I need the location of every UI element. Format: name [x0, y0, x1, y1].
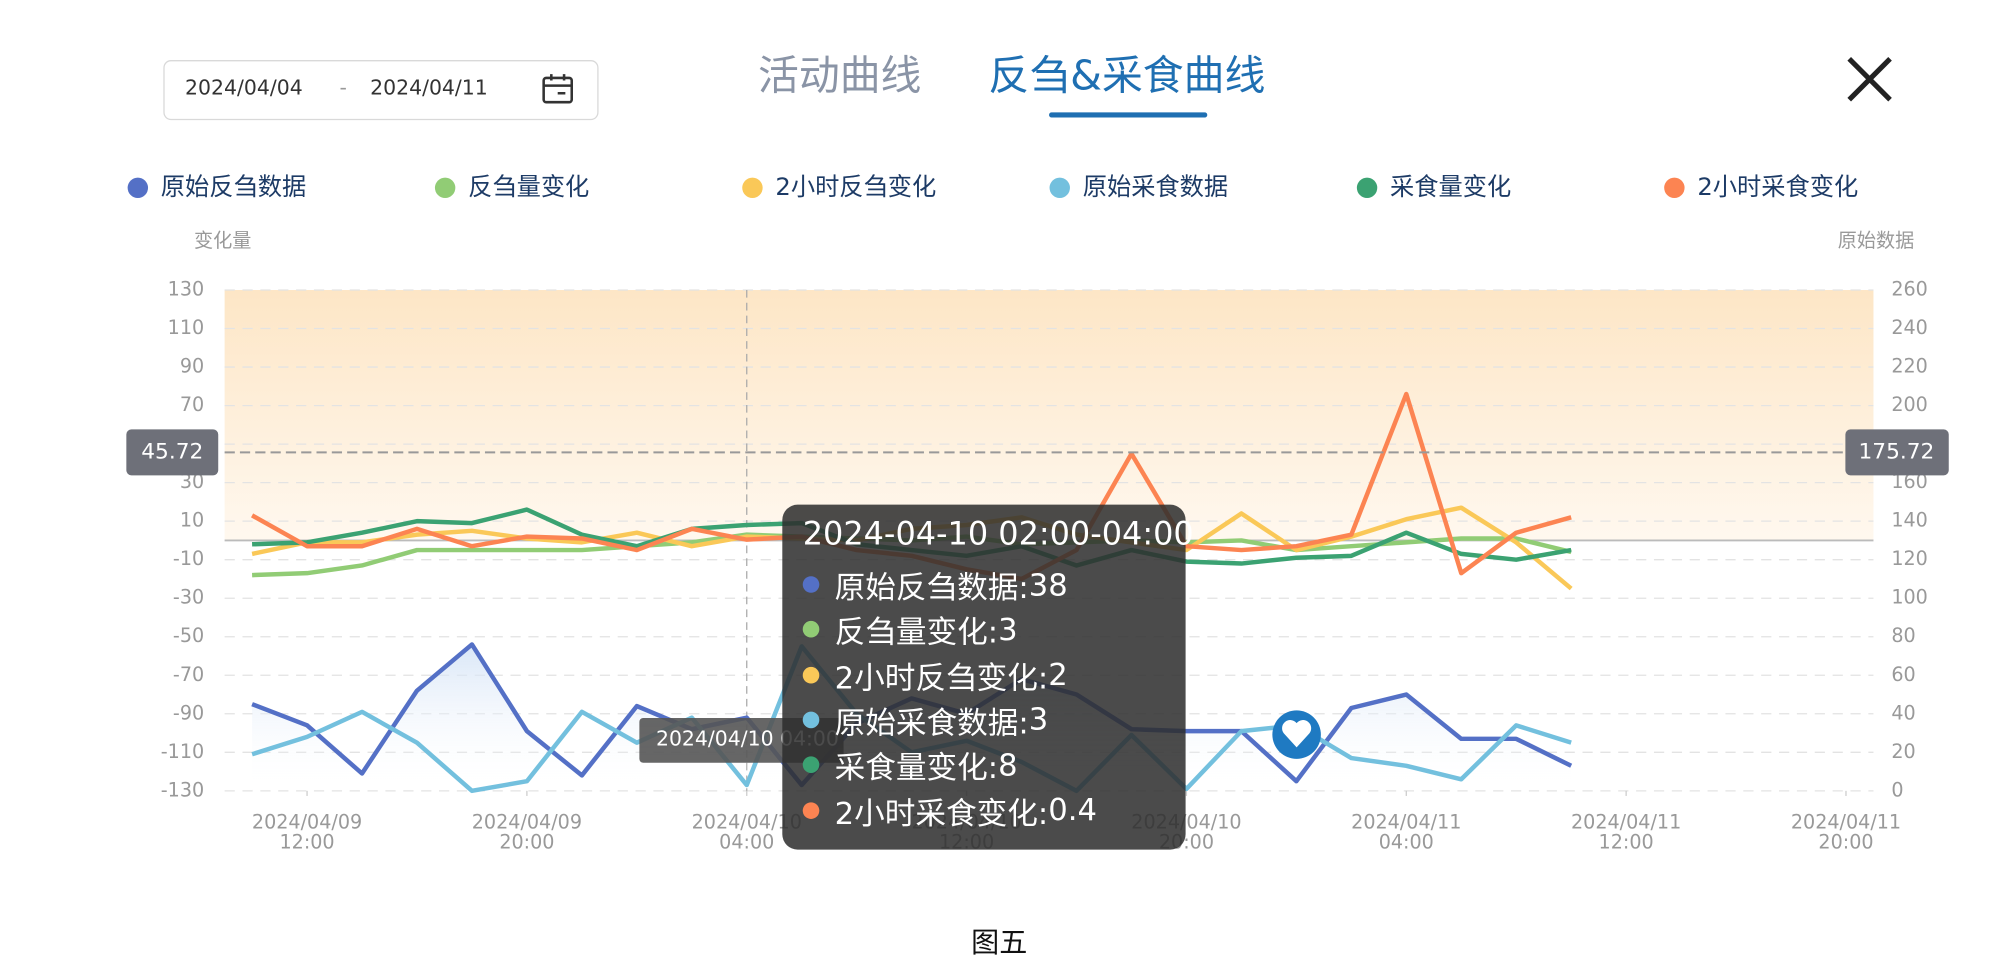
tooltip-row: 原始反刍数据38 [802, 562, 1068, 607]
y2-tick-label: 220 [1891, 355, 1928, 378]
legend-label: 2小时反刍变化 [775, 172, 936, 201]
tooltip-name: 原始反刍数据 [835, 562, 1029, 607]
calendar-icon[interactable] [541, 73, 574, 106]
y2-tick-label: 20 [1891, 740, 1915, 763]
tab-underline [1049, 112, 1208, 118]
mark-badge [1845, 429, 1949, 476]
tab-active[interactable]: 反刍&采食曲线 [988, 51, 1266, 100]
x-tick-label: 20:00 [1818, 831, 1873, 854]
tooltip-dot [802, 711, 820, 729]
close-button[interactable] [1844, 54, 1895, 105]
legend-dot [434, 177, 456, 199]
y-tick-label: 90 [180, 355, 204, 378]
tooltip-name: 采食量变化 [835, 743, 998, 788]
legend-label: 采食量变化 [1390, 172, 1511, 201]
x-tick-label: 12:00 [1599, 831, 1654, 854]
y2-tick-label: 80 [1891, 624, 1915, 647]
x-tick-label: 04:00 [719, 831, 774, 854]
tooltip-dot [802, 576, 820, 593]
date-end: 2024/04/11 [370, 75, 488, 100]
y2-tick-label: 100 [1891, 586, 1928, 609]
y-tick-label: -10 [173, 547, 204, 570]
x-tick-label: 04:00 [1379, 831, 1434, 854]
y2-tick-label: 240 [1891, 316, 1928, 339]
tooltip-dot [802, 756, 820, 774]
tooltip-name: 反刍量变化 [835, 607, 998, 652]
y-tick-label: 130 [168, 278, 205, 301]
y-tick-label: -110 [161, 740, 204, 763]
x-tick-label: 2024/04/11 [1351, 810, 1461, 833]
y2-tick-label: 140 [1891, 509, 1928, 532]
tab[interactable]: 活动曲线 [758, 51, 922, 100]
tooltip-dot [802, 801, 820, 819]
tooltip-value: 2 [1048, 656, 1068, 693]
x-tick-label: 2024/04/09 [472, 810, 582, 833]
tooltip-value: 3 [998, 611, 1018, 648]
y-tick-label: -90 [173, 701, 204, 724]
y2-tick-label: 160 [1891, 470, 1928, 493]
y-tick-label: 10 [180, 509, 204, 532]
tooltip-name: 原始采食数据 [835, 697, 1029, 742]
legend-dot [127, 177, 149, 199]
legend-label: 2小时采食变化 [1697, 172, 1858, 201]
legend-dot [742, 177, 763, 199]
legend-label: 反刍量变化 [468, 172, 589, 201]
tooltip-row: 原始采食数据3 [802, 697, 1049, 742]
mark-label: 45.72 [141, 439, 203, 464]
tooltip-dot [802, 666, 820, 683]
tooltip-row: 2小时反刍变化2 [802, 652, 1068, 697]
y-tick-label: 110 [168, 316, 205, 339]
x-tick-label: 20:00 [499, 831, 554, 854]
y2-axis-title: 原始数据 [1838, 229, 1915, 252]
date-range[interactable] [163, 60, 599, 121]
x-tick-label: 2024/04/09 [252, 810, 362, 833]
date-separator: - [339, 75, 347, 100]
tooltip-value: 0.4 [1048, 792, 1097, 828]
x-tick-label: 2024/04/10 [692, 810, 802, 833]
tooltip-row: 2小时采食变化0.4 [802, 788, 1097, 833]
y2-tick-label: 60 [1891, 663, 1915, 686]
caption: 图五 [971, 927, 1028, 960]
y2-tick-label: 0 [1891, 778, 1903, 801]
tooltip-value: 8 [998, 746, 1018, 783]
y2-tick-label: 120 [1891, 547, 1928, 570]
legend-dot [1356, 177, 1378, 199]
tooltip-name: 2小时采食变化 [835, 788, 1049, 833]
legend-label: 原始采食数据 [1083, 172, 1228, 201]
tooltip-value: 38 [1028, 566, 1068, 603]
tooltip-dot [802, 621, 820, 638]
tooltip-row: 采食量变化8 [802, 743, 1018, 788]
y-tick-label: -30 [173, 586, 204, 609]
y-tick-label: -70 [173, 663, 204, 686]
y-axis-title: 变化量 [194, 229, 251, 252]
zone-background [224, 290, 1874, 541]
y-tick-label: -130 [161, 778, 204, 801]
y2-tick-label: 200 [1891, 393, 1928, 416]
tooltip-name: 2小时反刍变化 [835, 652, 1049, 697]
float-icon-heart [1282, 720, 1312, 748]
y-tick-label: -50 [173, 624, 204, 647]
y-tick-label: 30 [180, 470, 204, 493]
tooltip-value: 3 [1028, 701, 1049, 738]
y2-tick-label: 40 [1891, 701, 1915, 724]
y-tick-label: 70 [180, 393, 204, 416]
x-tick-label: 2024/04/11 [1791, 810, 1901, 833]
legend-dot [1049, 177, 1070, 199]
y2-tick-label: 260 [1891, 278, 1928, 301]
x-tick-label: 2024/04/11 [1571, 810, 1681, 833]
mark-badge [126, 429, 219, 476]
tooltip: 2024-04-10 02:00-04:00原始反刍数据38反刍量变化32小时反… [782, 504, 1194, 850]
legend-label: 原始反刍数据 [161, 172, 306, 201]
mark-label: 175.72 [1859, 439, 1935, 464]
date-start: 2024/04/04 [185, 75, 303, 100]
tooltip-row: 反刍量变化3 [802, 607, 1018, 652]
legend-dot [1664, 177, 1685, 199]
tooltip-title: 2024-04-10 02:00-04:00 [802, 514, 1194, 552]
x-tick-label: 12:00 [279, 831, 334, 854]
